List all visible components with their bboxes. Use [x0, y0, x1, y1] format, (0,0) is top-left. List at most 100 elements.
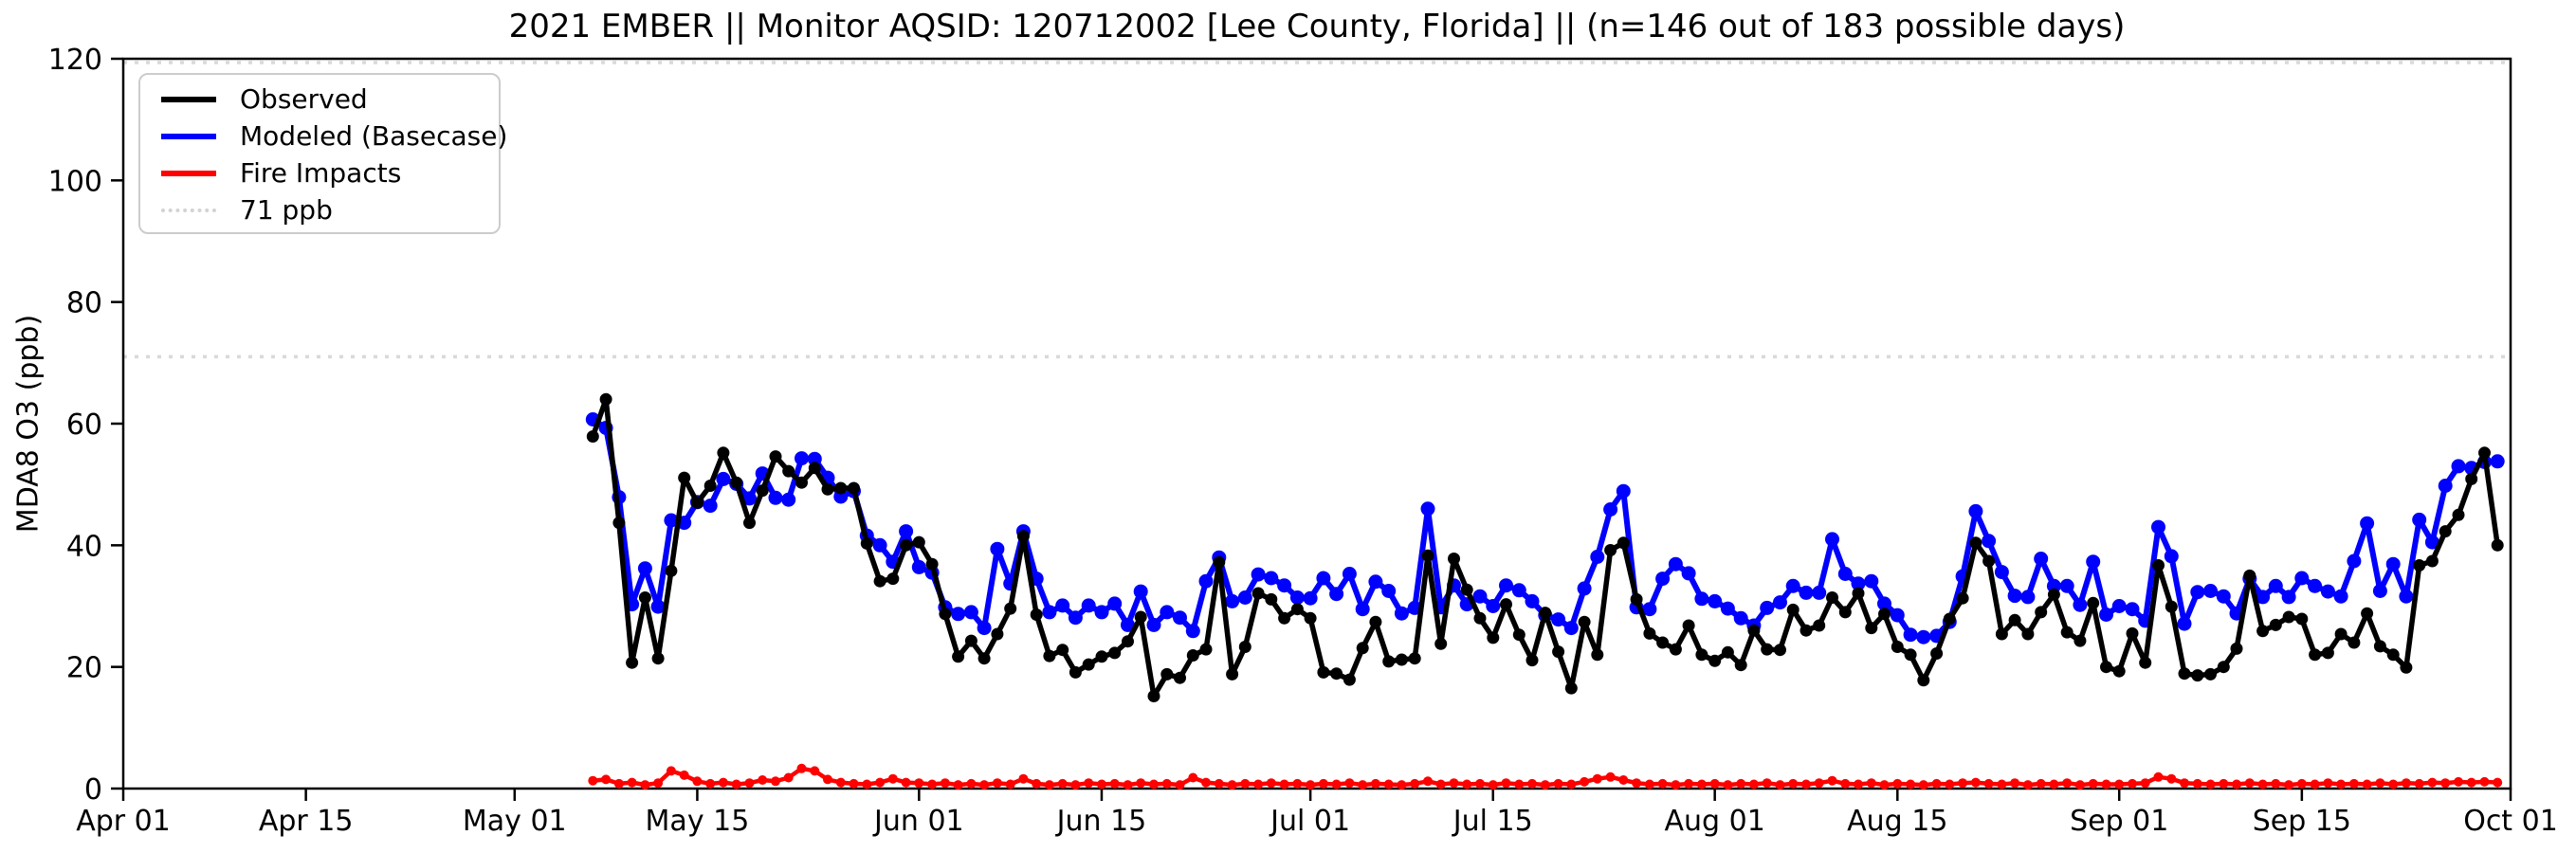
x-tick-label: Jun 01 — [872, 805, 964, 838]
modeled-basecase-series-point — [2190, 585, 2205, 600]
modeled-basecase-series-point — [2308, 578, 2323, 593]
observed-series-point — [873, 574, 886, 588]
observed-series-point — [1317, 665, 1330, 679]
observed-series-point — [1669, 643, 1682, 656]
observed-series-point — [2243, 569, 2256, 582]
fire-impacts-series-point — [1553, 778, 1563, 789]
observed-series-point — [2309, 648, 2322, 662]
observed-series-point — [1826, 591, 1838, 604]
observed-series-point — [2452, 508, 2465, 521]
modeled-basecase-series-point — [1394, 606, 1409, 621]
modeled-basecase-series-point — [1733, 610, 1748, 626]
observed-series-point — [2074, 634, 2087, 647]
observed-series-point — [2386, 648, 2400, 662]
modeled-basecase-series-point — [1237, 590, 1252, 605]
fire-impacts-series-point — [2257, 779, 2268, 789]
fire-impacts-series-point — [2153, 771, 2164, 782]
fire-impacts-series-point — [1657, 778, 1668, 789]
modeled-basecase-series-point — [2360, 516, 2375, 531]
legend-label-modeled: Modeled (Basecase) — [240, 120, 508, 152]
modeled-basecase-series-point — [2203, 584, 2218, 598]
fire-impacts-series-point — [2323, 778, 2333, 789]
modeled-basecase-series-point — [2333, 589, 2348, 604]
modeled-basecase-series-point — [716, 471, 731, 486]
observed-series-point — [1813, 619, 1826, 632]
observed-series-point — [2035, 606, 2048, 619]
fire-impacts-series-point — [2440, 778, 2451, 789]
modeled-basecase-series-point — [1173, 610, 1187, 626]
observed-series-point — [1030, 608, 1043, 621]
fire-impacts-series-point — [1397, 780, 1407, 790]
modeled-basecase-series-point — [1107, 596, 1123, 611]
observed-series-point — [991, 627, 1004, 641]
fire-impacts-series-point — [849, 778, 859, 789]
fire-impacts-series-point — [940, 778, 950, 789]
modeled-basecase-series-point — [1342, 567, 1357, 581]
legend-item-threshold: 71 ppb — [140, 191, 499, 228]
modeled-basecase-series-point — [1590, 550, 1605, 564]
modeled-basecase-series-point — [2372, 584, 2387, 598]
y-tick-label: 40 — [66, 530, 102, 563]
observed-series-point — [977, 652, 991, 665]
observed-series-point — [2478, 446, 2491, 460]
observed-series-point — [2021, 627, 2035, 641]
observed-series-point — [808, 462, 821, 475]
observed-series-point — [1956, 591, 1969, 605]
x-tick-label: Jul 01 — [1269, 805, 1350, 838]
fire-impacts-series-point — [1540, 780, 1550, 790]
fire-impacts-series-point — [2010, 778, 2020, 789]
modeled-basecase-series-point — [1825, 532, 1839, 547]
observed-series-point — [860, 536, 873, 550]
fire-impacts-series-point — [2310, 779, 2320, 789]
fire-impacts-series-point — [1879, 780, 1890, 790]
observed-series-point — [2139, 656, 2152, 669]
modeled-basecase-series-point — [1720, 601, 1735, 616]
modeled-basecase-series-point — [2451, 459, 2466, 474]
modeled-basecase-series-point — [1890, 608, 1905, 623]
observed-series-point — [1408, 652, 1421, 665]
modeled-basecase-series-point — [650, 599, 666, 614]
fire-impacts-series-point — [1684, 778, 1694, 789]
modeled-basecase-series-point — [1420, 501, 1435, 517]
fire-impacts-series-point — [966, 778, 977, 789]
modeled-basecase-series-point — [1994, 565, 2009, 580]
modeled-basecase-series-point — [1694, 591, 1709, 607]
fire-impacts-series-point — [1827, 775, 1837, 786]
observed-series-point — [1852, 587, 1865, 600]
fire-impacts-series-point — [783, 772, 794, 783]
fire-impacts-series-point — [653, 778, 664, 789]
fire-impacts-series-point — [1410, 778, 1420, 789]
y-tick-label: 20 — [66, 652, 102, 685]
fire-impacts-series-point — [1527, 778, 1537, 789]
observed-series-point — [717, 446, 730, 460]
modeled-basecase-series-point — [1968, 503, 1983, 518]
observed-series-point — [1865, 622, 1878, 635]
observed-series-point — [2282, 610, 2295, 624]
fire-impacts-series-point — [2479, 776, 2490, 787]
fire-impacts-series-point — [692, 776, 703, 787]
legend-item-modeled: Modeled (Basecase) — [140, 118, 507, 154]
observed-series-point — [1643, 626, 1656, 640]
x-tick-label: May 15 — [646, 805, 750, 838]
modeled-basecase-series-point — [1264, 571, 1279, 586]
fire-impacts-series-point — [1005, 779, 1015, 789]
fire-impacts-series-point — [1161, 778, 1172, 789]
legend-item-fire-impacts: Fire Impacts — [140, 154, 499, 191]
fire-impacts-series-point — [1970, 777, 1981, 788]
modeled-basecase-series-point — [1903, 627, 1918, 643]
modeled-basecase-series-point — [1837, 567, 1853, 581]
observed-series-point — [1434, 637, 1448, 650]
y-axis-ticks: 0 20 40 60 80 100 120 — [48, 44, 123, 807]
observed-series-point — [2269, 618, 2282, 631]
fire-impacts-series-point — [1632, 778, 1642, 789]
fire-impacts-series-point — [2205, 779, 2216, 789]
observed-series-point — [2178, 667, 2191, 681]
x-tick-label: Sep 15 — [2253, 805, 2351, 838]
observed-series-point — [1630, 592, 1643, 606]
modeled-basecase-series-point — [2268, 578, 2283, 593]
fire-impacts-series-point — [640, 780, 650, 790]
chart-title: 2021 EMBER || Monitor AQSID: 120712002 [… — [508, 8, 2126, 45]
observed-series-point — [1265, 592, 1278, 606]
fire-impacts-series-point — [979, 780, 990, 790]
